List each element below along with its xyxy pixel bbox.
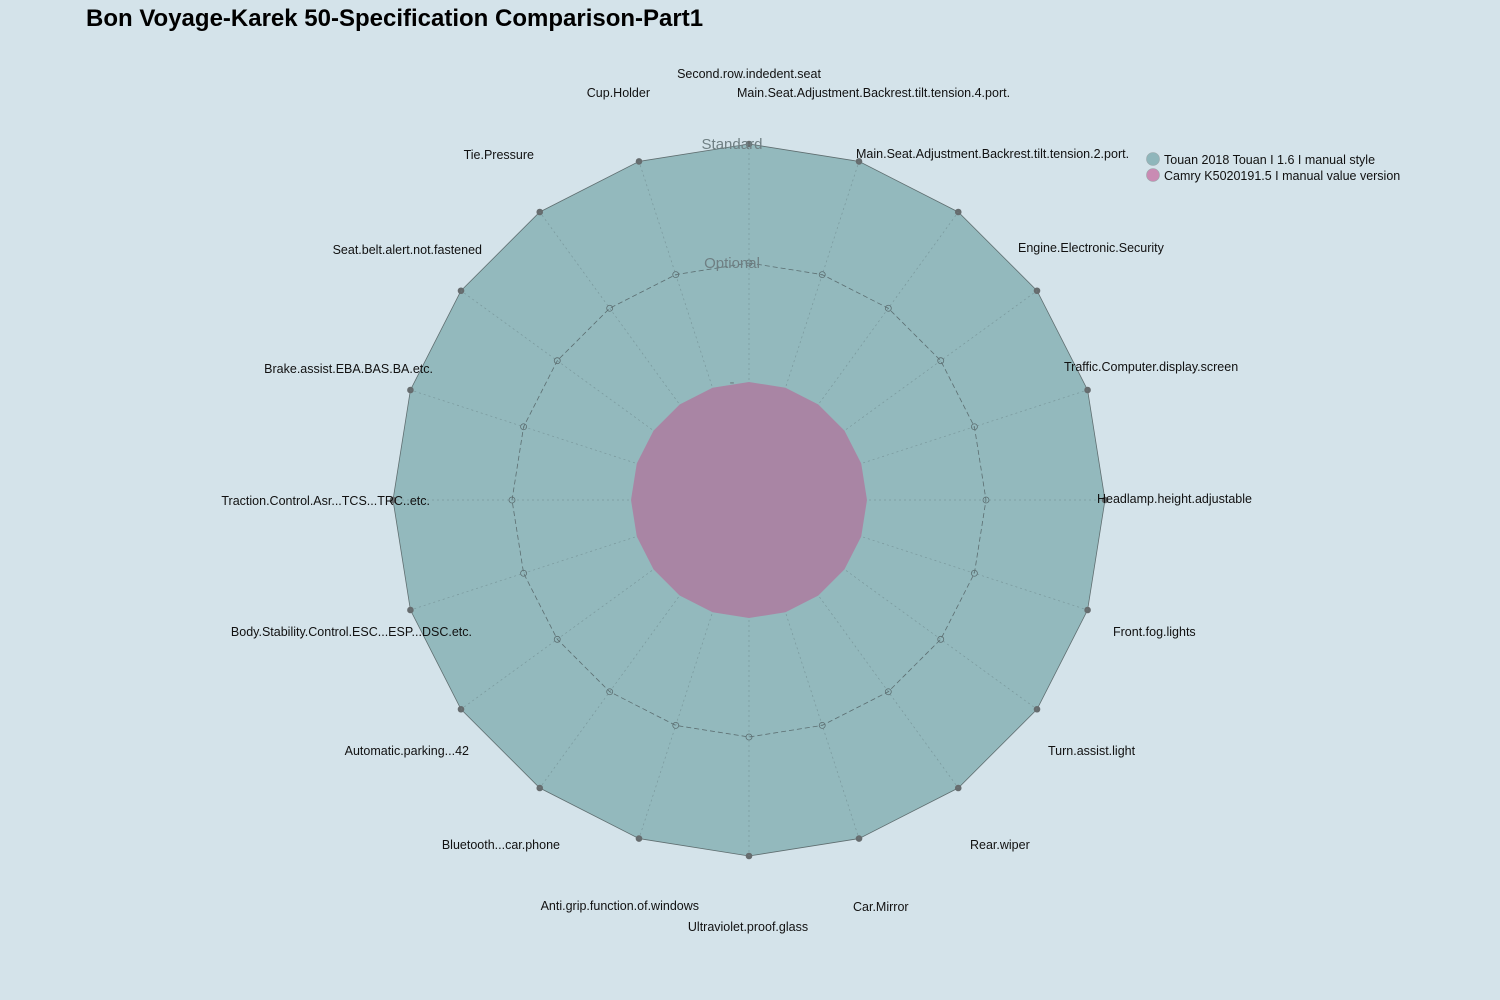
axis-label: Headlamp.height.adjustable	[1097, 492, 1252, 506]
reference-line	[511, 262, 987, 738]
reference-point	[606, 304, 614, 312]
reference-point	[520, 569, 527, 577]
reference-point	[508, 496, 516, 504]
reference-point	[553, 357, 561, 365]
legend: Touan 2018 Touan I 1.6 I manual style Cam…	[1146, 152, 1400, 183]
axis-label: Seat.belt.alert.not.fastened	[333, 243, 482, 257]
reference-point	[937, 357, 945, 365]
axis-label: Ultraviolet.proof.glass	[688, 920, 808, 934]
chart-title: Bon Voyage-Karek 50-Specification Compar…	[86, 5, 704, 32]
reference-point	[745, 733, 753, 741]
level-label: -	[730, 374, 735, 391]
axis-label: Automatic.parking...42	[345, 744, 469, 758]
reference-point	[982, 496, 990, 504]
radar-spokes	[393, 144, 1105, 856]
axis-label: Main.Seat.Adjustment.Backrest.tilt.tensi…	[856, 147, 1129, 161]
reference-point	[672, 722, 680, 729]
axis-label: Engine.Electronic.Security	[1018, 241, 1165, 255]
axis-label: Rear.wiper	[970, 838, 1030, 852]
axis-label: Tie.Pressure	[464, 148, 534, 162]
legend-label: Touan 2018 Touan I 1.6 I manual style	[1164, 153, 1375, 167]
reference-point	[971, 569, 978, 577]
level-labels: - Optional Standard	[702, 136, 763, 391]
reference-point	[818, 722, 826, 729]
spoke	[410, 389, 750, 501]
spoke	[748, 499, 860, 839]
spoke	[748, 161, 860, 501]
reference-point	[884, 304, 892, 312]
spoke	[539, 499, 750, 789]
legend-label: Camry K5020191.5 I manual value version	[1164, 169, 1400, 183]
spoke	[410, 499, 750, 611]
axis-label: Car.Mirror	[853, 900, 909, 914]
axis-label: Traction.Control.Asr...TCS...TRC..etc.	[221, 494, 430, 508]
reference-point	[971, 423, 978, 431]
spoke	[748, 499, 1088, 611]
spoke	[748, 499, 959, 789]
spoke	[748, 290, 1038, 501]
series-1-point	[855, 158, 863, 165]
spoke	[638, 499, 750, 839]
spoke	[460, 290, 750, 501]
series-2-area	[631, 382, 867, 618]
axis-label: Second.row.indedent.seat	[677, 67, 821, 81]
axis-label: Anti.grip.function.of.windows	[541, 899, 699, 913]
axis-label: Body.Stability.Control.ESC...ESP...DSC.e…	[231, 625, 472, 639]
spoke	[638, 161, 750, 501]
legend-swatch	[1146, 152, 1160, 166]
axis-label: Bluetooth...car.phone	[442, 838, 560, 852]
legend-swatch	[1146, 168, 1160, 182]
reference-point	[884, 688, 892, 696]
axis-label: Turn.assist.light	[1048, 744, 1136, 758]
axis-label: Main.Seat.Adjustment.Backrest.tilt.tensi…	[737, 86, 1010, 100]
spoke	[539, 211, 750, 501]
spoke	[748, 211, 959, 501]
spoke	[748, 499, 1038, 710]
reference-point	[606, 688, 614, 696]
axis-label: Front.fog.lights	[1113, 625, 1196, 639]
series-1-point	[635, 158, 643, 165]
reference-point	[672, 271, 680, 278]
reference-point	[818, 271, 826, 278]
axis-labels: Second.row.indedent.seat Main.Seat.Adjust…	[221, 67, 1252, 934]
axis-label: Traffic.Computer.display.screen	[1064, 360, 1238, 374]
level-label: Optional	[704, 255, 760, 272]
reference-point	[745, 259, 753, 267]
spoke	[748, 389, 1088, 501]
axis-label: Cup.Holder	[587, 86, 650, 100]
reference-point	[553, 635, 561, 643]
reference-point	[937, 635, 945, 643]
axis-label: Brake.assist.EBA.BAS.BA.etc.	[264, 362, 433, 376]
spoke	[460, 499, 750, 710]
level-label: Standard	[702, 136, 763, 153]
reference-point	[520, 423, 527, 431]
